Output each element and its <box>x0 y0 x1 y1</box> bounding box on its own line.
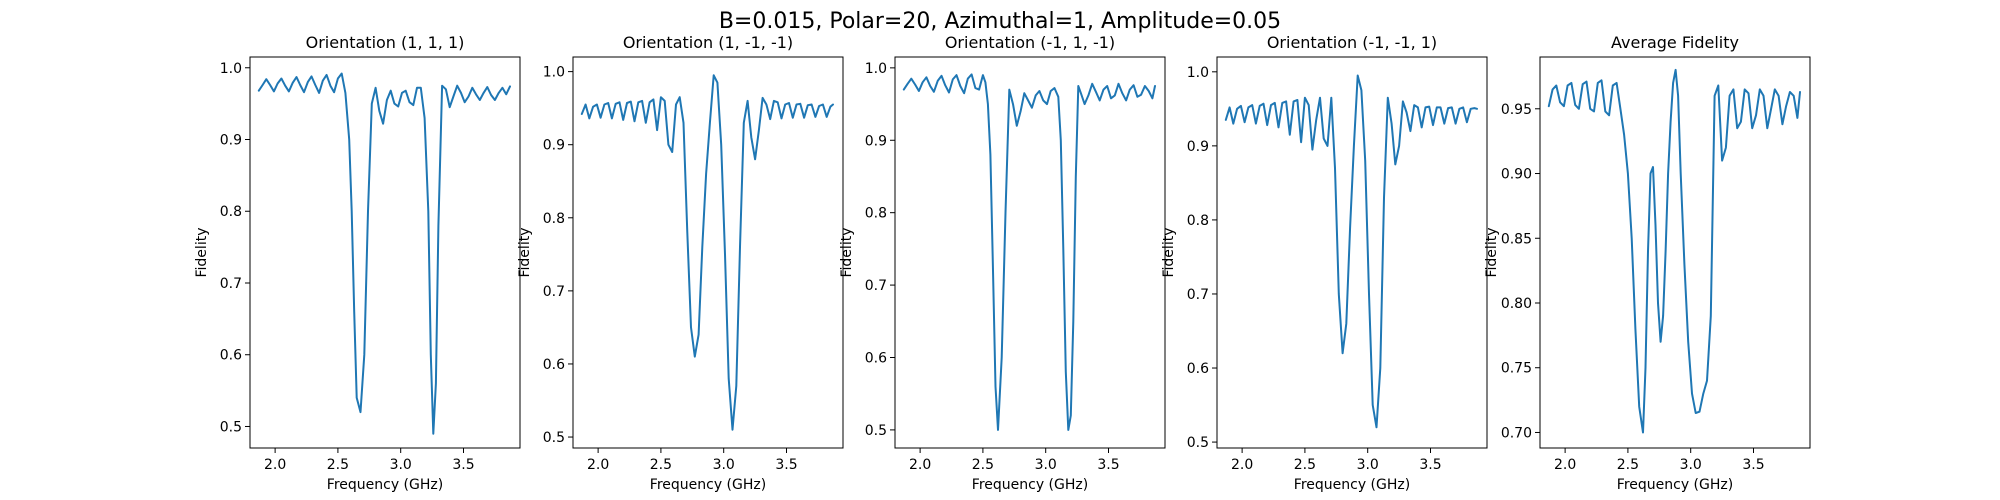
axes-frame <box>1216 56 1488 449</box>
y-axis-label: Fidelity <box>194 228 210 278</box>
y-tick-label: 0.6 <box>220 348 242 364</box>
x-tick-label: 3.5 <box>1742 457 1764 473</box>
x-axis-label: Frequency (GHz) <box>972 477 1088 493</box>
y-tick-label: 0.9 <box>220 133 242 149</box>
y-tick-label: 0.95 <box>1501 102 1532 118</box>
y-tick-label: 0.5 <box>543 430 565 446</box>
series-line <box>257 72 511 435</box>
x-tick-label: 3.0 <box>390 457 412 473</box>
x-tick-label: 2.0 <box>587 457 609 473</box>
y-tick-label: 0.6 <box>543 357 565 373</box>
panel-title: Average Fidelity <box>1611 33 1739 52</box>
x-tick-label: 2.5 <box>650 457 672 473</box>
y-tick-label: 0.70 <box>1501 425 1532 441</box>
panel-2: Orientation (1, -1, -1) 2.0 2.5 3.0 3.5 0.5 0.… <box>517 33 844 493</box>
axes-frame <box>572 56 844 449</box>
y-tick-label: 0.9 <box>543 138 565 154</box>
x-axis-label: Frequency (GHz) <box>1617 477 1733 493</box>
x-tick-label: 3.0 <box>1680 457 1702 473</box>
x-tick-label: 3.0 <box>1357 457 1379 473</box>
panel-title: Orientation (1, -1, -1) <box>623 33 793 52</box>
series-line <box>902 73 1156 431</box>
y-tick-label: 0.8 <box>865 206 887 222</box>
y-tick-label: 1.0 <box>220 61 242 77</box>
panel-1: Orientation (1, 1, 1) 2.0 2.5 3.0 3.5 0.5 0.6 0… <box>194 33 521 493</box>
y-tick-label: 0.5 <box>220 419 242 435</box>
y-tick-label: 1.0 <box>1187 65 1209 81</box>
x-tick-label: 2.0 <box>1554 457 1576 473</box>
panel-title: Orientation (-1, 1, -1) <box>945 33 1115 52</box>
y-tick-label: 0.8 <box>543 211 565 227</box>
y-tick-label: 0.8 <box>220 204 242 220</box>
y-tick-label: 0.75 <box>1501 361 1532 377</box>
x-tick-label: 3.5 <box>1097 457 1119 473</box>
series-line <box>580 74 834 431</box>
panel-3: Orientation (-1, 1, -1) 2.0 2.5 3.0 3.5 0.5 0.… <box>839 33 1166 493</box>
y-tick-label: 0.7 <box>543 284 565 300</box>
y-tick-label: 0.6 <box>1187 361 1209 377</box>
y-axis-label: Fidelity <box>1161 228 1177 278</box>
y-tick-label: 0.6 <box>865 350 887 366</box>
y-tick-label: 0.8 <box>1187 213 1209 229</box>
series-line <box>1224 74 1478 429</box>
x-tick-label: 3.0 <box>1035 457 1057 473</box>
y-tick-label: 0.7 <box>865 278 887 294</box>
x-tick-label: 3.0 <box>713 457 735 473</box>
panel-title: Orientation (1, 1, 1) <box>306 33 465 52</box>
y-tick-label: 0.5 <box>865 423 887 439</box>
y-tick-label: 0.5 <box>1187 435 1209 451</box>
panel-4: Orientation (-1, -1, 1) 2.0 2.5 3.0 3.5 0.5 0.… <box>1161 33 1488 493</box>
x-tick-label: 2.5 <box>1617 457 1639 473</box>
x-axis-label: Frequency (GHz) <box>1294 477 1410 493</box>
panel-5: Average Fidelity 2.0 2.5 3.0 3.5 0.70 0.75 0.80… <box>1484 33 1811 493</box>
y-tick-label: 0.7 <box>1187 287 1209 303</box>
x-tick-label: 3.5 <box>1419 457 1441 473</box>
y-axis-label: Fidelity <box>1484 228 1500 278</box>
x-tick-label: 2.5 <box>1294 457 1316 473</box>
y-axis-label: Fidelity <box>839 228 855 278</box>
x-tick-label: 2.0 <box>1231 457 1253 473</box>
x-tick-label: 2.0 <box>909 457 931 473</box>
y-tick-label: 0.9 <box>1187 139 1209 155</box>
x-axis-label: Frequency (GHz) <box>650 477 766 493</box>
panel-title: Orientation (-1, -1, 1) <box>1267 33 1437 52</box>
x-tick-label: 2.5 <box>327 457 349 473</box>
x-tick-label: 3.5 <box>452 457 474 473</box>
series-line <box>1547 68 1801 434</box>
axes-frame <box>894 56 1166 449</box>
y-tick-label: 1.0 <box>865 61 887 77</box>
figure-title: B=0.015, Polar=20, Azimuthal=1, Amplitud… <box>719 9 1281 34</box>
y-tick-label: 1.0 <box>543 65 565 81</box>
y-tick-label: 0.90 <box>1501 167 1532 183</box>
y-tick-label: 0.85 <box>1501 231 1532 247</box>
x-tick-label: 3.5 <box>775 457 797 473</box>
y-axis-label: Fidelity <box>517 228 533 278</box>
y-tick-label: 0.7 <box>220 276 242 292</box>
x-axis-label: Frequency (GHz) <box>327 477 443 493</box>
axes-frame <box>1539 56 1811 449</box>
y-tick-label: 0.9 <box>865 133 887 149</box>
axes-frame <box>249 56 521 449</box>
x-tick-label: 2.5 <box>972 457 994 473</box>
x-tick-label: 2.0 <box>264 457 286 473</box>
y-tick-label: 0.80 <box>1501 296 1532 312</box>
